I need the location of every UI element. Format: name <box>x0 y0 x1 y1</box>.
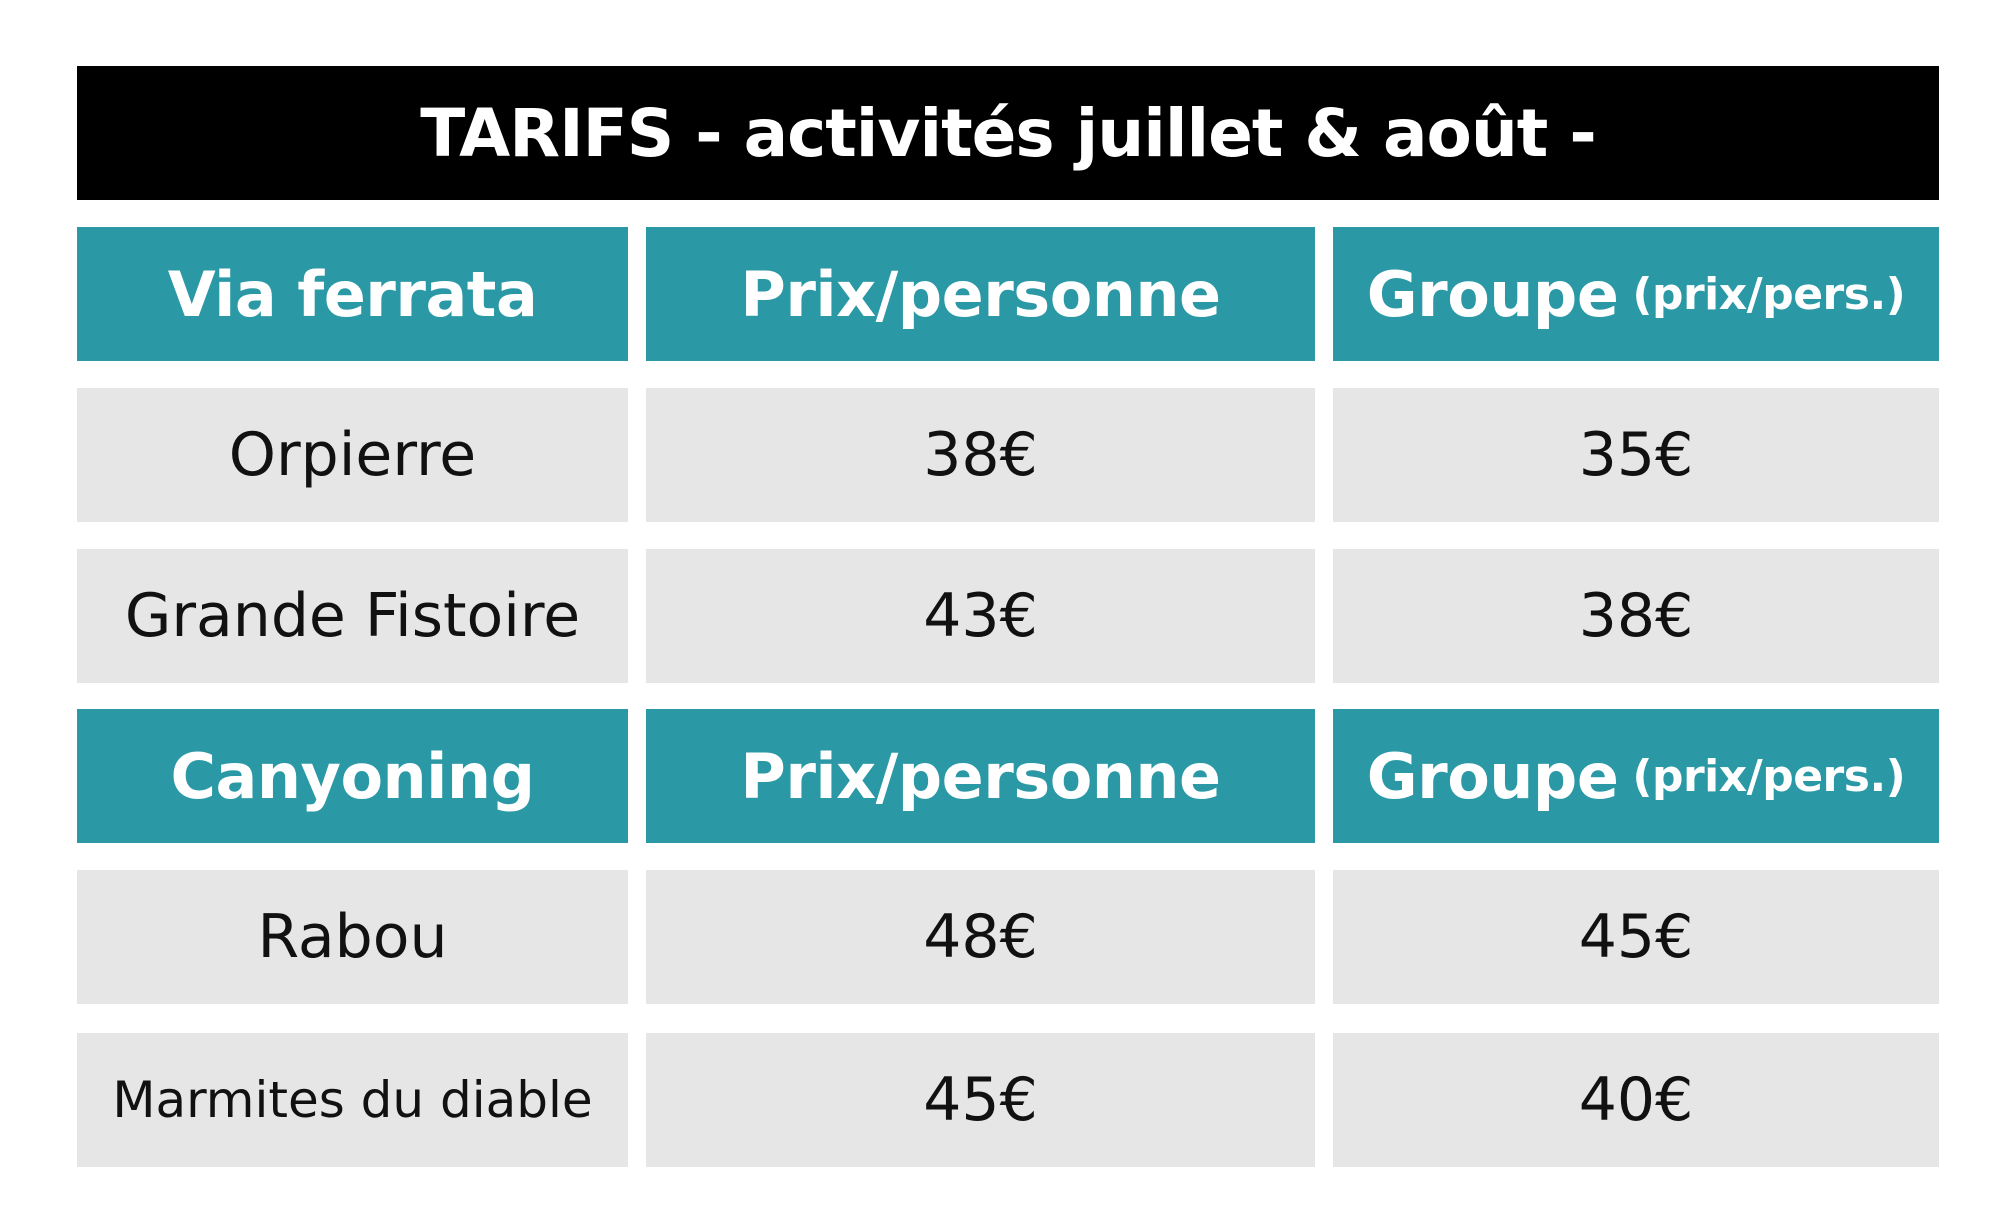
header-group-price: Groupe (prix/pers.) <box>1333 227 1939 361</box>
row-activity-name: Orpierre <box>77 388 628 522</box>
row-price: 43€ <box>646 549 1315 683</box>
header-group-price: Groupe (prix/pers.) <box>1333 709 1939 843</box>
row-activity-name: Marmites du diable <box>77 1033 628 1167</box>
row-price: 38€ <box>646 388 1315 522</box>
row-price: 45€ <box>646 1033 1315 1167</box>
header-group-sublabel: (prix/pers.) <box>1632 268 1906 320</box>
row-price: 48€ <box>646 870 1315 1004</box>
header-group-label: Groupe <box>1366 257 1619 331</box>
row-activity-name: Rabou <box>77 870 628 1004</box>
row-activity-name: Grande Fistoire <box>77 549 628 683</box>
header-via-ferrata: Via ferrata <box>77 227 628 361</box>
row-group-price: 40€ <box>1333 1033 1939 1167</box>
row-group-price: 45€ <box>1333 870 1939 1004</box>
header-group-label: Groupe <box>1366 739 1619 813</box>
page-title: TARIFS - activités juillet & août - <box>77 66 1939 200</box>
header-price-per-person: Prix/personne <box>646 227 1315 361</box>
header-group-sublabel: (prix/pers.) <box>1632 750 1906 802</box>
header-price-per-person: Prix/personne <box>646 709 1315 843</box>
row-group-price: 38€ <box>1333 549 1939 683</box>
header-canyoning: Canyoning <box>77 709 628 843</box>
row-group-price: 35€ <box>1333 388 1939 522</box>
